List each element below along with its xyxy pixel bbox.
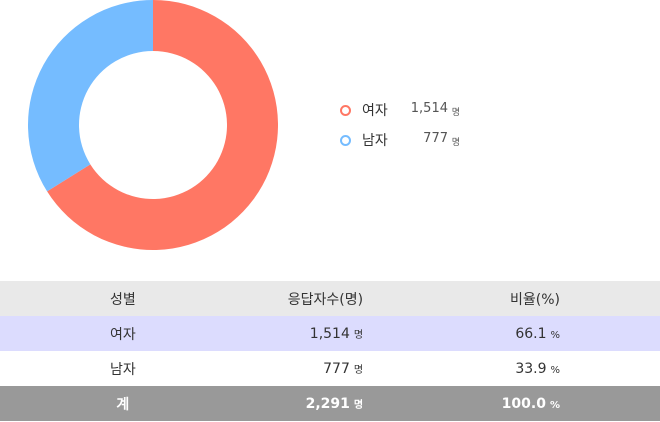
table-row: 남자 777 명 33.9%: [0, 351, 660, 386]
cell-count: 1,514 명: [246, 316, 363, 351]
cell-ratio: 33.9%: [363, 351, 660, 386]
header-gender: 성별: [109, 291, 136, 308]
total-ratio-value: 100.0: [501, 395, 546, 412]
legend-marker-male: [340, 135, 351, 146]
cell-count: 777 명: [246, 351, 363, 386]
table-header-row: 성별 응답자수(명) 비율(%): [0, 281, 660, 316]
ratio-unit: %: [550, 329, 560, 341]
legend-marker-female: [340, 105, 351, 116]
cell-gender: 여자: [109, 326, 136, 343]
legend-label: 남자: [362, 133, 388, 149]
legend-item-male[interactable]: 남자 777 명: [338, 130, 478, 150]
ratio-value: 33.9: [515, 360, 547, 377]
table-total-row: 계 2,291 명 100.0%: [0, 386, 660, 421]
legend-unit: 명: [451, 138, 460, 148]
cell-total-count: 2,291 명: [246, 386, 364, 421]
ratio-value: 66.1: [515, 325, 547, 342]
legend-label: 여자: [362, 103, 388, 119]
count-unit: 명: [353, 364, 364, 376]
donut-slice-female[interactable]: [47, 0, 278, 250]
ratio-unit: %: [550, 364, 560, 376]
stats-table: 성별 응답자수(명) 비율(%) 여자 1,514 명 66.1% 남자 777 명…: [0, 281, 660, 421]
header-ratio-label: 비율(%): [510, 291, 560, 308]
table-row: 여자 1,514 명 66.1%: [0, 316, 660, 351]
donut-slice-male[interactable]: [28, 0, 153, 192]
cell-gender: 남자: [109, 361, 136, 378]
cell-total-label: 계: [116, 396, 130, 413]
cell-ratio: 66.1%: [363, 316, 660, 351]
total-count-unit: 명: [353, 399, 364, 411]
header-respondents: 응답자수(명): [287, 291, 364, 308]
count-value: 1,514: [309, 325, 350, 342]
count-unit: 명: [353, 329, 364, 341]
legend-value: 1,514: [410, 101, 448, 116]
legend-value: 777: [423, 131, 448, 146]
total-count-value: 2,291: [305, 395, 350, 412]
header-ratio: 비율(%): [363, 281, 660, 316]
donut-chart: [28, 0, 278, 250]
cell-total-ratio: 100.0%: [363, 386, 660, 421]
legend-unit: 명: [451, 108, 460, 118]
chart-legend: 여자 1,514 명 남자 777 명: [338, 100, 478, 160]
total-ratio-unit: %: [549, 399, 560, 411]
count-value: 777: [323, 360, 350, 377]
legend-item-female[interactable]: 여자 1,514 명: [338, 100, 478, 120]
